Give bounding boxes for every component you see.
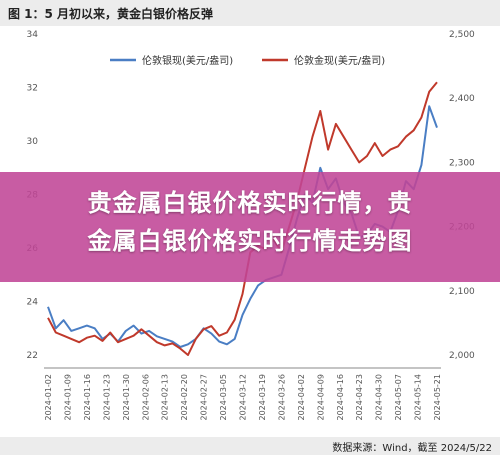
- x-tick-label: 2024-05-14: [414, 374, 423, 421]
- banner-line-2: 金属白银价格实时行情走势图: [87, 227, 413, 255]
- y-left-tick-label: 34: [27, 30, 39, 40]
- y-left-tick-label: 30: [27, 137, 39, 147]
- x-tick-label: 2024-03-05: [219, 374, 228, 421]
- x-tick-label: 2024-05-07: [394, 374, 403, 421]
- x-tick-label: 2024-03-26: [277, 374, 286, 421]
- y-right-tick-label: 2,500: [449, 30, 475, 40]
- x-tick-label: 2024-05-21: [433, 374, 442, 421]
- x-tick-label: 2024-03-12: [239, 374, 248, 421]
- x-tick-label: 2024-02-27: [200, 374, 209, 421]
- chart-title: 图 1：5 月初以来，黄金白银价格反弹: [8, 7, 214, 21]
- x-axis: 2024-01-02 2024-01-09 2024-01-16 2024-01-23…: [44, 367, 442, 421]
- x-tick-label: 2024-01-09: [63, 374, 72, 421]
- x-tick-label: 2024-01-02: [44, 374, 53, 421]
- overlay-banner: 贵金属白银价格实时行情，贵 金属白银价格实时行情走势图: [0, 172, 500, 282]
- x-tick-label: 2024-04-16: [336, 374, 345, 421]
- y-left-tick-label: 32: [27, 84, 38, 94]
- y-right-tick-label: 2,300: [449, 158, 475, 168]
- x-tick-label: 2024-01-30: [122, 374, 131, 421]
- x-tick-label: 2024-01-16: [83, 374, 92, 421]
- y-right-tick-label: 2,100: [449, 287, 475, 297]
- x-tick-label: 2024-02-13: [161, 374, 170, 421]
- x-tick-label: 2024-04-30: [375, 374, 384, 421]
- x-tick-label: 2024-04-02: [297, 374, 306, 421]
- data-source: 数据来源：Wind，截至 2024/5/22: [332, 443, 492, 454]
- x-tick-label: 2024-03-19: [258, 374, 267, 421]
- chart-footer: 数据来源：Wind，截至 2024/5/22: [0, 437, 500, 455]
- series-line-gold: [47, 81, 438, 356]
- x-tick-label: 2024-02-20: [180, 374, 189, 421]
- y-right-tick-label: 2,000: [449, 351, 475, 361]
- legend-label: 伦敦金现(美元/盎司): [294, 54, 385, 67]
- x-tick-label: 2024-02-06: [141, 374, 150, 421]
- banner-text: 贵金属白银价格实时行情，贵 金属白银价格实时行情走势图: [0, 184, 500, 260]
- legend-label: 伦敦银现(美元/盎司): [142, 54, 233, 67]
- y-left-tick-label: 24: [27, 298, 39, 308]
- banner-line-1: 贵金属白银价格实时行情，贵: [87, 189, 413, 217]
- x-tick-label: 2024-01-23: [102, 374, 111, 421]
- chart-legend: 伦敦银现(美元/盎司) 伦敦金现(美元/盎司): [110, 54, 385, 67]
- x-tick-label: 2024-04-23: [355, 374, 364, 421]
- y-right-tick-label: 2,400: [449, 94, 475, 104]
- x-tick-label: 2024-04-09: [316, 374, 325, 421]
- y-left-tick-label: 22: [27, 351, 38, 361]
- chart-header: 图 1：5 月初以来，黄金白银价格反弹: [0, 0, 500, 26]
